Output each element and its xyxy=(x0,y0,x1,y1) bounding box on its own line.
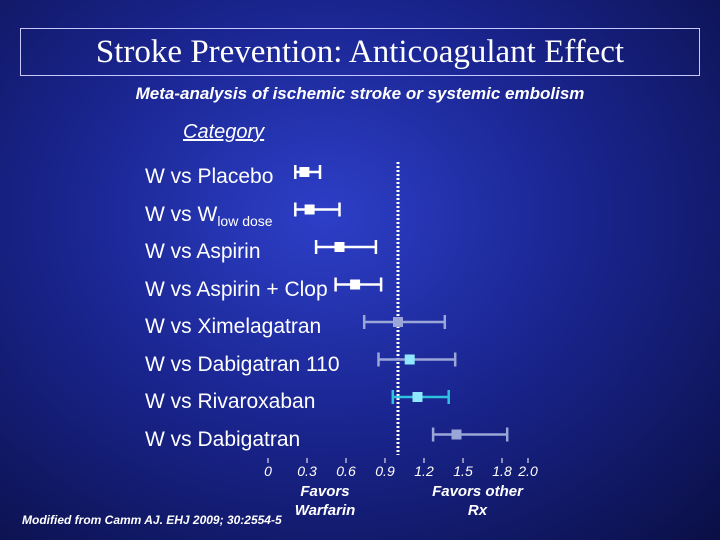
category-label: W vs Aspirin xyxy=(145,233,357,271)
category-label: W vs Rivaroxaban xyxy=(145,383,357,421)
category-text: W vs W xyxy=(145,202,218,226)
estimate xyxy=(304,204,315,215)
category-text: W vs Dabigatran 110 xyxy=(145,352,340,376)
estimate xyxy=(412,392,423,402)
estimate xyxy=(393,317,403,327)
category-list: W vs Placebo W vs Wlow dose W vs Aspirin W … xyxy=(145,158,357,458)
category-label: W vs Dabigatran xyxy=(145,421,357,459)
category-text: W vs Placebo xyxy=(145,165,274,188)
x-tick-label: 0.6 xyxy=(336,463,356,479)
title: Stroke Prevention: Anticoagulant Effect xyxy=(20,28,700,76)
estimate xyxy=(299,167,310,177)
x-tick-label: 1.5 xyxy=(453,463,473,479)
estimate xyxy=(350,279,361,290)
category-label: W vs Aspirin + Clop xyxy=(145,271,357,309)
x-tick-label: 0.3 xyxy=(297,463,317,479)
category-subscript: low dose xyxy=(217,212,273,229)
estimate xyxy=(404,354,415,365)
category-text: W vs Dabigatran xyxy=(145,427,301,451)
estimate xyxy=(451,429,462,440)
x-tick-label: 0.9 xyxy=(375,463,395,479)
category-label: W vs Wlow dose xyxy=(145,196,357,234)
category-label: W vs Dabigatran 110 xyxy=(145,346,357,384)
right-note: Favors other Rx xyxy=(432,483,523,519)
category-text: W vs Aspirin xyxy=(145,240,261,263)
category-header: Category xyxy=(183,121,265,143)
x-tick-label: 1.8 xyxy=(492,463,512,479)
x-tick-label: 0 xyxy=(264,463,272,479)
footnote: Modified from Camm AJ. EHJ 2009; 30:2554… xyxy=(22,513,282,527)
left-note: Favors Warfarin xyxy=(294,483,356,519)
x-tick-label: 1.2 xyxy=(414,463,434,479)
subtitle: Meta-analysis of ischemic stroke or syst… xyxy=(135,84,585,103)
category-label: W vs Ximelagatran xyxy=(145,308,357,346)
x-tick-label: 2.0 xyxy=(517,463,538,479)
category-text: W vs Rivaroxaban xyxy=(145,390,316,413)
estimate xyxy=(334,242,345,252)
category-text: W vs Ximelagatran xyxy=(145,315,322,338)
category-text: W vs Aspirin + Clop xyxy=(145,277,328,301)
category-label: W vs Placebo xyxy=(145,158,357,196)
